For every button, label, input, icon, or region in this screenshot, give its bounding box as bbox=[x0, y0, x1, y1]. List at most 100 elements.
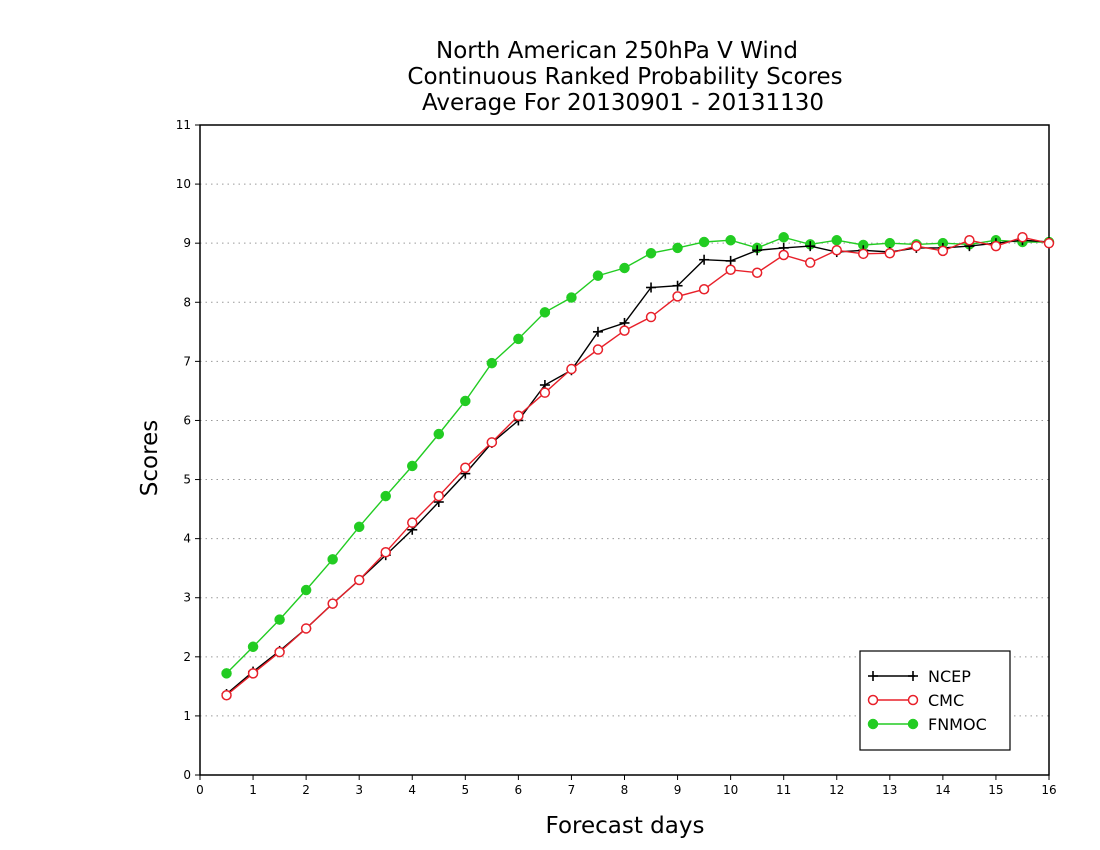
data-point-fnmoc bbox=[884, 237, 896, 249]
legend-marker bbox=[907, 694, 919, 706]
legend-item-cmc: CMC bbox=[867, 691, 964, 710]
data-point-cmc bbox=[274, 646, 285, 658]
x-axis-label: Forecast days bbox=[546, 813, 705, 839]
data-point-fnmoc bbox=[407, 460, 418, 472]
y-tick-label: 2 bbox=[183, 650, 191, 664]
data-point-cmc bbox=[407, 517, 418, 528]
data-point-fnmoc bbox=[460, 395, 471, 407]
legend-label-ncep: NCEP bbox=[928, 667, 971, 686]
y-tick-label: 6 bbox=[183, 413, 191, 427]
y-tick-label: 1 bbox=[183, 709, 191, 723]
chart-legend: NCEP CMC FNMOC bbox=[859, 650, 1011, 751]
data-point-cmc bbox=[433, 490, 445, 502]
x-tick-label: 7 bbox=[568, 783, 576, 797]
data-point-fnmoc bbox=[539, 307, 551, 318]
data-point-cmc bbox=[858, 248, 869, 260]
data-point-fnmoc bbox=[619, 262, 630, 274]
data-point-fnmoc bbox=[300, 584, 312, 596]
chart-title: North American 250hPa V Wind Continuous … bbox=[407, 38, 842, 116]
y-tick-label: 9 bbox=[183, 236, 191, 250]
data-point-cmc bbox=[645, 311, 657, 323]
legend-marker bbox=[867, 718, 879, 730]
y-tick-label: 5 bbox=[183, 473, 191, 487]
y-tick-label: 10 bbox=[176, 177, 191, 191]
data-point-fnmoc bbox=[831, 234, 842, 246]
x-tick-label: 16 bbox=[1041, 783, 1056, 797]
data-point-fnmoc bbox=[513, 333, 524, 345]
x-tick-label: 6 bbox=[515, 783, 523, 797]
data-point-cmc bbox=[672, 291, 683, 302]
legend-marker bbox=[868, 671, 878, 681]
data-point-ncep bbox=[752, 245, 763, 256]
data-point-cmc bbox=[327, 598, 338, 609]
data-point-cmc bbox=[1043, 237, 1055, 249]
legend-label-fnmoc: FNMOC bbox=[928, 715, 987, 734]
x-tick-label: 1 bbox=[249, 783, 257, 797]
data-point-cmc bbox=[353, 574, 365, 586]
data-point-cmc bbox=[486, 437, 498, 448]
data-point-cmc bbox=[513, 410, 524, 421]
x-tick-label: 13 bbox=[882, 783, 897, 797]
data-point-ncep bbox=[699, 254, 710, 265]
x-tick-label: 0 bbox=[196, 783, 204, 797]
data-point-fnmoc bbox=[566, 292, 577, 303]
x-tick-label: 11 bbox=[776, 783, 791, 797]
data-point-ncep bbox=[725, 255, 736, 266]
data-point-fnmoc bbox=[592, 270, 604, 281]
data-series bbox=[221, 232, 1055, 701]
data-point-fnmoc bbox=[433, 428, 445, 440]
chart-title-line-2: Continuous Ranked Probability Scores bbox=[407, 64, 842, 90]
data-point-cmc bbox=[725, 264, 736, 276]
x-tick-label: 9 bbox=[674, 783, 682, 797]
x-tick-label: 12 bbox=[829, 783, 844, 797]
data-point-cmc bbox=[751, 267, 763, 278]
data-point-fnmoc bbox=[672, 242, 683, 254]
legend-marker bbox=[867, 694, 879, 706]
data-point-ncep bbox=[646, 282, 657, 293]
data-point-cmc bbox=[990, 240, 1002, 252]
y-tick-label: 8 bbox=[183, 295, 191, 309]
data-point-cmc bbox=[804, 257, 816, 268]
data-point-cmc bbox=[1017, 232, 1028, 243]
gridlines bbox=[200, 183, 1049, 717]
data-point-fnmoc bbox=[486, 357, 498, 369]
data-point-ncep bbox=[805, 241, 816, 252]
x-tick-label: 3 bbox=[355, 783, 363, 797]
legend-marker bbox=[907, 718, 919, 730]
data-point-fnmoc bbox=[327, 554, 338, 565]
y-tick-label: 0 bbox=[183, 768, 191, 782]
y-tick-label: 11 bbox=[176, 118, 191, 132]
data-point-cmc bbox=[831, 245, 842, 256]
y-tick-label: 7 bbox=[183, 354, 191, 368]
x-tick-label: 2 bbox=[302, 783, 310, 797]
data-point-fnmoc bbox=[778, 232, 789, 243]
x-tick-label: 5 bbox=[461, 783, 469, 797]
chart-title-line-1: North American 250hPa V Wind bbox=[436, 38, 798, 64]
data-point-fnmoc bbox=[247, 641, 259, 653]
data-point-cmc bbox=[698, 284, 710, 295]
data-point-cmc bbox=[539, 387, 551, 398]
x-tick-label: 4 bbox=[408, 783, 416, 797]
x-tick-label: 15 bbox=[988, 783, 1003, 797]
series-fnmoc bbox=[221, 232, 1055, 679]
data-point-cmc bbox=[778, 249, 789, 261]
data-point-cmc bbox=[566, 363, 577, 375]
x-tick-label: 8 bbox=[621, 783, 629, 797]
series-line-ncep bbox=[226, 239, 1050, 695]
data-point-fnmoc bbox=[353, 521, 365, 533]
legend-item-ncep: NCEP bbox=[868, 667, 971, 686]
data-point-fnmoc bbox=[274, 614, 285, 625]
data-point-fnmoc bbox=[221, 668, 232, 679]
y-axis-label: Scores bbox=[137, 420, 163, 496]
x-tick-label: 10 bbox=[723, 783, 738, 797]
legend-marker bbox=[908, 671, 918, 681]
series-cmc bbox=[221, 232, 1055, 701]
data-point-fnmoc bbox=[698, 236, 710, 248]
y-tick-label: 4 bbox=[183, 532, 191, 546]
data-point-ncep bbox=[672, 280, 683, 291]
y-tick-label: 3 bbox=[183, 591, 191, 605]
data-point-fnmoc bbox=[380, 490, 391, 502]
data-point-fnmoc bbox=[645, 247, 657, 259]
